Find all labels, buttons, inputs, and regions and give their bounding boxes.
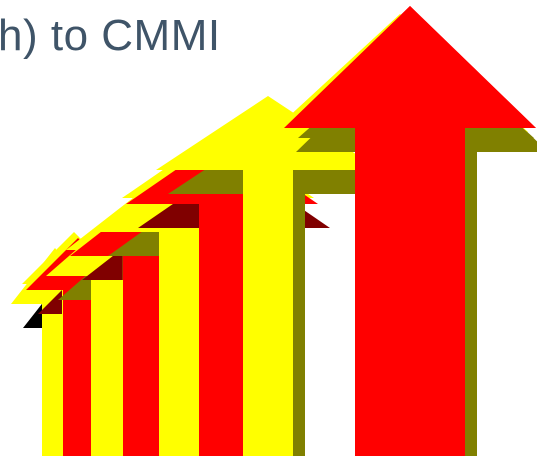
arrow-up-icon [156, 96, 380, 456]
arrow-up-icon [46, 222, 170, 456]
arrow-up-icon [26, 238, 130, 456]
arrow-up-icon [70, 200, 214, 456]
arrow-up-icon [126, 138, 318, 456]
arrow-up-icon [96, 172, 264, 456]
arrow-up-icon [284, 6, 536, 456]
slide-title: h) to CMMI [0, 11, 221, 60]
